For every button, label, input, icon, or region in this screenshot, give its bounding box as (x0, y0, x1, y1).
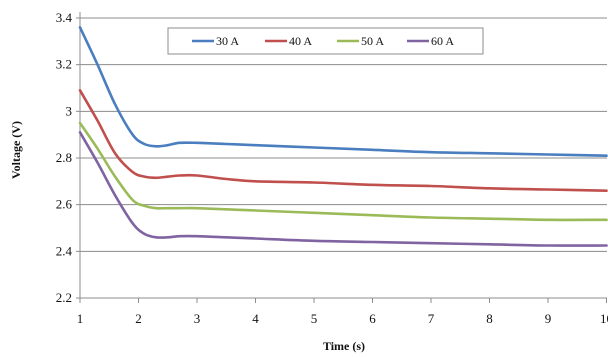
series-lines (78, 26, 608, 247)
x-axis-title: Time (s) (323, 339, 365, 353)
x-tick-label: 4 (252, 311, 259, 326)
x-tick-label: 7 (428, 311, 435, 326)
series-line-40a (78, 89, 608, 192)
legend-label-30a: 30 A (216, 34, 239, 48)
y-tick-label: 2.6 (56, 197, 73, 212)
x-tick-label: 2 (135, 311, 142, 326)
x-tick-label: 8 (486, 311, 493, 326)
y-tick-label: 3 (66, 103, 73, 118)
legend-label-40a: 40 A (289, 34, 312, 48)
y-tick-label: 3.4 (56, 10, 73, 25)
series-line-50a (78, 121, 608, 222)
y-tick-label: 2.2 (56, 290, 72, 305)
x-tick-label: 1 (77, 311, 84, 326)
y-tick-label: 2.4 (56, 243, 73, 258)
y-tick-label: 3.2 (56, 57, 72, 72)
legend: 30 A 40 A 50 A 60 A (167, 27, 484, 55)
series-line-60a (78, 131, 608, 247)
series-line-30a (78, 26, 608, 157)
x-tick-label: 3 (194, 311, 201, 326)
x-tick-label: 5 (311, 311, 318, 326)
y-axis-title: Voltage (V) (9, 121, 23, 179)
legend-label-60a: 60 A (431, 34, 454, 48)
legend-box (167, 27, 484, 55)
y-tick-label: 2.8 (56, 150, 72, 165)
x-tick-label: 9 (545, 311, 552, 326)
axes (76, 12, 607, 303)
gridlines (80, 17, 607, 252)
legend-label-50a: 50 A (361, 34, 384, 48)
x-tick-label: 6 (369, 311, 376, 326)
x-tick-label: 10 (600, 311, 608, 326)
tick-labels: 2.2 2.4 2.6 2.8 3 3.2 3.4 1 2 3 4 5 6 7 8 9 10 (56, 10, 608, 326)
